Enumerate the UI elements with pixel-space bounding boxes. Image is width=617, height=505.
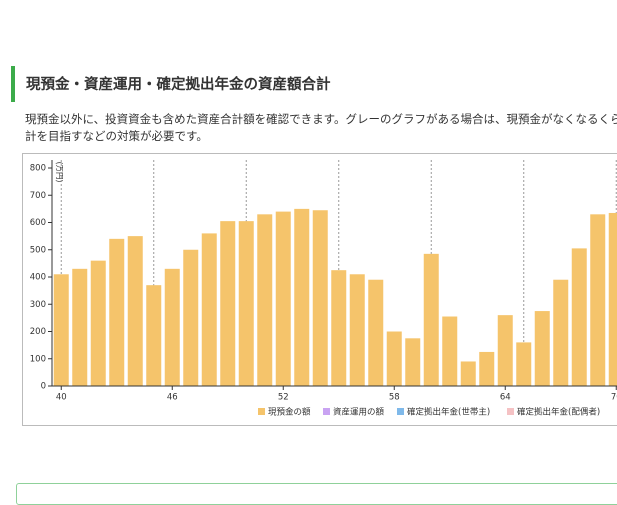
bar xyxy=(387,332,402,387)
bar xyxy=(516,342,531,386)
bar xyxy=(220,221,235,386)
bar xyxy=(405,338,420,386)
legend-label: 確定拠出年金(配偶者) xyxy=(517,407,600,418)
x-tick-label: 70 xyxy=(611,393,617,403)
y-axis-label: (万円) xyxy=(55,162,64,183)
y-tick-label: 200 xyxy=(30,327,46,337)
bar xyxy=(72,269,87,386)
legend-swatch xyxy=(258,408,265,415)
y-tick-label: 300 xyxy=(30,300,46,310)
bar xyxy=(54,274,69,386)
bar xyxy=(276,212,291,386)
bar xyxy=(553,280,568,386)
y-tick-label: 800 xyxy=(30,164,46,174)
x-tick-label: 40 xyxy=(56,393,67,403)
x-tick-label: 64 xyxy=(500,393,511,403)
y-tick-label: 0 xyxy=(41,382,46,392)
bar xyxy=(498,315,513,386)
bar xyxy=(146,285,161,386)
y-tick-label: 100 xyxy=(30,354,46,364)
bar xyxy=(368,280,383,386)
bar xyxy=(183,250,198,386)
bar xyxy=(294,209,309,386)
x-tick-label: 58 xyxy=(389,393,400,403)
bar xyxy=(461,361,476,386)
bar xyxy=(424,254,439,386)
bar xyxy=(590,214,605,386)
bar xyxy=(350,274,365,386)
bar xyxy=(609,213,617,386)
x-tick-label: 46 xyxy=(167,393,178,403)
y-tick-label: 600 xyxy=(30,218,46,228)
bar xyxy=(442,317,457,386)
legend-label: 現預金の額 xyxy=(268,407,311,418)
chart: (万円) 0 100 200 300 400 500 600 700 800 40 46 52 58 64… xyxy=(0,0,617,488)
y-tick-label: 400 xyxy=(30,273,46,283)
y-tick-label: 500 xyxy=(30,245,46,255)
bar xyxy=(535,311,550,386)
bar xyxy=(257,214,272,386)
legend-swatch xyxy=(507,408,514,415)
next-section xyxy=(16,483,617,505)
legend-label: 確定拠出年金(世帯主) xyxy=(407,407,490,418)
legend-swatch xyxy=(397,408,404,415)
bar xyxy=(128,236,143,386)
page: 現預金・資産運用・確定拠出年金の資産額合計 現預金以外に、投資資金も含めた資産合… xyxy=(0,0,617,488)
bar xyxy=(239,221,254,386)
bar xyxy=(91,261,106,386)
bar xyxy=(202,233,217,386)
legend-label: 資産運用の額 xyxy=(333,407,385,418)
bar xyxy=(479,352,494,386)
bar xyxy=(109,239,124,386)
bar xyxy=(572,248,587,386)
x-tick-label: 52 xyxy=(278,393,289,403)
bar xyxy=(165,269,180,386)
legend-swatch xyxy=(323,408,330,415)
bar xyxy=(331,270,346,386)
y-tick-label: 700 xyxy=(30,191,46,201)
bar xyxy=(313,210,328,386)
